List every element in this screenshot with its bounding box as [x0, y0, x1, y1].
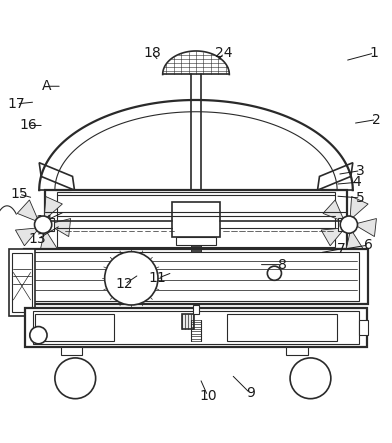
Text: 1: 1	[370, 46, 379, 60]
Text: A: A	[42, 79, 52, 93]
Polygon shape	[39, 163, 74, 190]
Bar	[33, 311, 359, 344]
Circle shape	[298, 366, 323, 391]
Text: 13: 13	[29, 232, 46, 246]
Bar	[182, 315, 194, 329]
Bar	[286, 347, 308, 355]
Text: 14: 14	[35, 214, 53, 229]
Circle shape	[30, 326, 47, 344]
Text: 9: 9	[246, 386, 254, 400]
Bar	[35, 314, 114, 341]
Bar	[57, 192, 335, 247]
Polygon shape	[350, 197, 368, 218]
Text: 4: 4	[352, 175, 361, 189]
Text: 11: 11	[149, 272, 167, 285]
Text: 10: 10	[199, 389, 216, 403]
Polygon shape	[15, 228, 38, 246]
Polygon shape	[50, 218, 71, 237]
Circle shape	[267, 266, 281, 280]
Circle shape	[55, 358, 96, 399]
Circle shape	[307, 374, 314, 382]
Polygon shape	[321, 228, 344, 246]
Polygon shape	[323, 200, 344, 221]
Text: 18: 18	[143, 46, 161, 60]
Polygon shape	[40, 231, 58, 253]
Text: 2: 2	[372, 113, 381, 127]
Polygon shape	[318, 163, 353, 190]
Bar	[172, 202, 220, 237]
Bar	[9, 249, 35, 315]
Circle shape	[105, 252, 158, 305]
Text: 5: 5	[356, 191, 365, 205]
Text: 6: 6	[364, 238, 373, 252]
Text: 12: 12	[116, 277, 133, 291]
Bar	[61, 347, 82, 355]
Text: 17: 17	[8, 97, 25, 111]
Bar	[338, 218, 349, 231]
Bar	[24, 249, 368, 304]
Polygon shape	[17, 200, 38, 221]
Polygon shape	[356, 218, 376, 237]
Bar	[227, 314, 337, 341]
Circle shape	[290, 358, 331, 399]
Bar	[359, 319, 368, 335]
Circle shape	[63, 366, 87, 391]
Bar	[45, 190, 347, 249]
Bar	[38, 219, 49, 230]
Bar	[193, 305, 199, 315]
Text: 7: 7	[337, 242, 345, 256]
Text: 15: 15	[10, 187, 27, 201]
Bar	[303, 359, 318, 365]
Circle shape	[34, 216, 52, 233]
Text: 8: 8	[278, 258, 287, 272]
Bar	[12, 253, 32, 312]
Text: 16: 16	[19, 118, 37, 132]
Text: 24: 24	[216, 46, 233, 60]
Circle shape	[340, 216, 358, 233]
Polygon shape	[345, 231, 363, 253]
Bar	[343, 219, 354, 230]
Bar	[25, 308, 367, 347]
Polygon shape	[44, 197, 62, 218]
Text: 3: 3	[356, 163, 365, 178]
Bar	[68, 359, 82, 365]
Bar	[33, 252, 359, 301]
Bar	[43, 218, 54, 231]
Circle shape	[71, 374, 79, 382]
Bar	[123, 275, 134, 281]
Bar	[176, 237, 216, 245]
